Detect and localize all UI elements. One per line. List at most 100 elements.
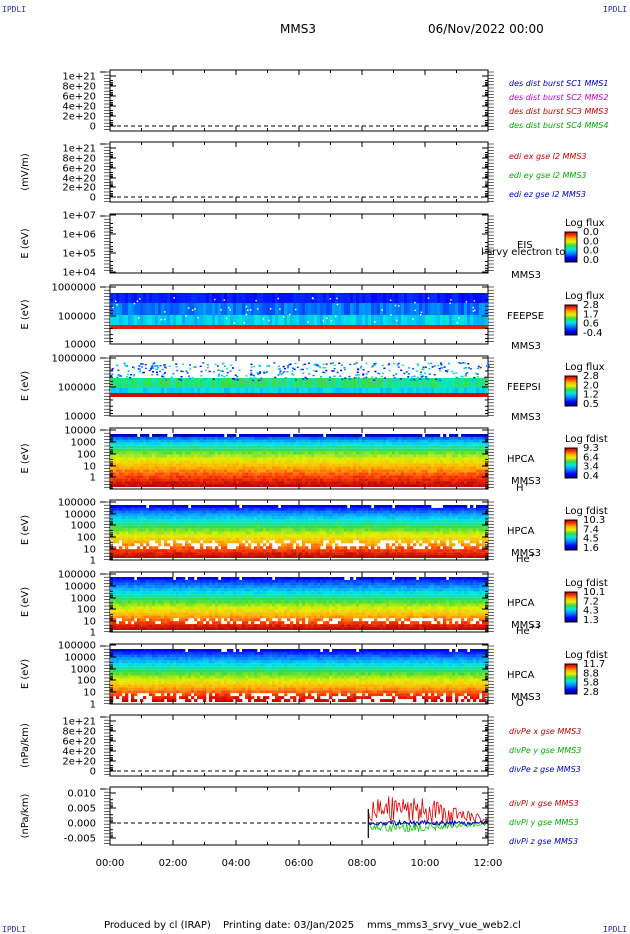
spectrogram-cell: [251, 481, 255, 485]
sparse-pixel: [138, 368, 141, 370]
spectrogram-cell: [149, 525, 153, 529]
sparse-pixel: [427, 362, 430, 365]
spectrogram-cell: [374, 484, 378, 487]
colorbar-segment: [565, 248, 577, 250]
spectrogram-cell: [461, 434, 465, 437]
spectrogram-cell: [170, 534, 174, 538]
colorbar-segment: [565, 250, 577, 252]
spectrogram-cell: [197, 454, 201, 458]
spectrogram-cell: [356, 475, 360, 479]
spectrogram-cell: [299, 478, 303, 482]
spectrogram-cell: [230, 481, 234, 485]
spectrogram-cell: [212, 463, 216, 467]
spectrogram-cell: [449, 315, 453, 325]
spectrogram-cell: [137, 439, 141, 443]
spectrogram-cell: [407, 457, 411, 461]
spectrogram-cell: [122, 484, 126, 487]
spectrogram-cell: [209, 388, 213, 393]
spectrogram-cell: [146, 507, 150, 511]
spectrogram-cell: [218, 484, 222, 487]
y-tick-label: 2e+20: [62, 112, 96, 123]
spectrogram-cell: [110, 537, 114, 541]
spectrogram-cell: [293, 472, 297, 476]
spectrogram-cell: [440, 457, 444, 461]
spectrogram-cell: [365, 293, 369, 303]
spectrogram-cell: [194, 519, 198, 523]
sparse-pixel: [393, 377, 396, 379]
spectrogram-cell: [140, 522, 144, 526]
spectrogram-cell: [359, 293, 363, 303]
spectrogram-cell: [203, 484, 207, 487]
spectrogram-cell: [353, 439, 357, 443]
spectrogram-cell: [392, 378, 396, 388]
spectrogram-cell: [413, 457, 417, 461]
sparse-pixel: [475, 379, 478, 382]
spectrogram-cell: [152, 510, 156, 514]
spectrogram-cell: [173, 460, 177, 464]
spectrogram-cell: [323, 472, 327, 476]
spectrogram-cell: [284, 439, 288, 443]
spectrogram-cell: [143, 484, 147, 487]
spectrogram-cell: [329, 463, 333, 467]
spectrogram-cell: [224, 388, 228, 393]
spectrogram-cell: [185, 534, 189, 538]
spectrogram-cell: [455, 475, 459, 479]
spectrogram-cell: [410, 463, 414, 467]
spectrogram-cell: [287, 484, 291, 487]
sparse-pixel: [223, 375, 226, 378]
spectrogram-cell: [389, 303, 393, 315]
spectrogram-cell: [149, 513, 153, 517]
spectrogram-cell: [437, 475, 441, 479]
spectrogram-cell: [407, 460, 411, 464]
spectrogram-cell: [302, 303, 306, 315]
spectrogram-cell: [386, 439, 390, 443]
spectrogram-cell: [203, 460, 207, 464]
sparse-pixel: [117, 369, 120, 372]
sparse-pixel: [362, 373, 365, 375]
sparse-pixel: [380, 375, 383, 378]
spectrogram-cell: [467, 481, 471, 485]
spectrogram-cell: [215, 388, 219, 393]
sparse-pixel: [455, 376, 458, 379]
spectrogram-cell: [245, 454, 249, 458]
sparse-pixel: [251, 379, 254, 382]
spectrogram-cell: [290, 481, 294, 485]
spectrogram-cell: [170, 516, 174, 520]
spectrogram-cell: [161, 516, 165, 520]
spectrogram-cell: [443, 434, 447, 437]
spectrogram-cell: [302, 475, 306, 479]
spectrogram-cell: [203, 505, 207, 508]
sparse-pixel: [243, 321, 246, 324]
colorbar-segment: [565, 386, 577, 388]
spectrogram-cell: [170, 393, 174, 397]
sparse-pixel: [365, 373, 368, 375]
spectrogram-cell: [338, 442, 342, 446]
spectrogram-cell: [239, 378, 243, 388]
spectrogram-cell: [401, 445, 405, 449]
spectrogram-cell: [353, 466, 357, 470]
spectrogram-cell: [191, 434, 195, 437]
spectrogram-cell: [440, 388, 444, 393]
spectrogram-cell: [161, 442, 165, 446]
spectrogram-cell: [458, 445, 462, 449]
sparse-pixel: [293, 368, 296, 371]
spectrogram-cell: [443, 466, 447, 470]
spectrogram-cell: [206, 463, 210, 467]
spectrogram-cell: [239, 484, 243, 487]
spectrogram-cell: [443, 454, 447, 458]
spectrogram-cell: [464, 293, 468, 303]
spectrogram-cell: [182, 516, 186, 520]
spectrogram-cell: [203, 445, 207, 449]
spectrogram-cell: [338, 315, 342, 325]
spectrogram-cell: [284, 475, 288, 479]
spectrogram-cell: [245, 445, 249, 449]
colorbar-segment: [565, 238, 577, 240]
sparse-pixel: [389, 299, 392, 302]
colorbar-segment: [565, 474, 577, 476]
spectrogram-cell: [170, 293, 174, 303]
spectrogram-cell: [170, 448, 174, 452]
spectrogram-cell: [422, 457, 426, 461]
spectrogram-cell: [131, 519, 135, 523]
colorbar-segment: [565, 322, 577, 324]
sparse-pixel: [465, 301, 468, 303]
